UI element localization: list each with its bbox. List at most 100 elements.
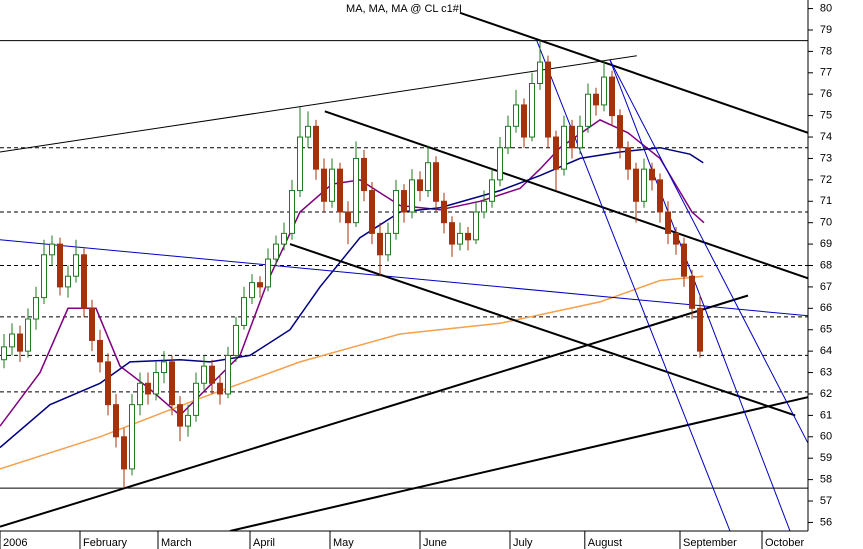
candle-body <box>393 190 399 234</box>
candle-body <box>633 168 639 202</box>
trend-line <box>0 239 808 317</box>
candle-body <box>73 254 79 277</box>
candle-body <box>657 179 663 213</box>
x-tick-label: October <box>765 537 804 549</box>
candle-body <box>33 297 39 320</box>
y-tick-label: 70 <box>820 217 832 229</box>
candle-body <box>9 333 15 348</box>
candle-body <box>153 372 159 395</box>
candle-body <box>513 104 519 127</box>
candle-body <box>281 232 287 245</box>
candle-body <box>609 76 615 117</box>
candle-body <box>265 258 271 288</box>
trend-line <box>609 59 808 444</box>
candle-body <box>473 211 479 241</box>
candle-body <box>17 333 23 352</box>
candle-body <box>641 168 647 202</box>
candle-body <box>145 382 151 395</box>
candle-body <box>41 254 47 299</box>
x-tick-label: April <box>253 537 275 549</box>
y-tick-label: 77 <box>820 67 832 79</box>
y-tick-label: 69 <box>820 238 832 250</box>
x-tick-label: September <box>683 537 737 549</box>
y-tick-label: 57 <box>820 495 832 507</box>
candle-body <box>697 307 703 352</box>
x-tick-label: May <box>333 537 354 549</box>
candle-body <box>169 361 175 406</box>
candle-body <box>137 382 143 406</box>
candle-body <box>361 157 367 192</box>
y-tick-label: 59 <box>820 452 832 464</box>
y-tick-label: 63 <box>820 366 832 378</box>
candle-body <box>193 382 199 416</box>
candle-body <box>425 162 431 192</box>
candle-body <box>329 168 335 202</box>
trend-line <box>324 110 808 280</box>
candle-body <box>257 282 263 288</box>
candle-body <box>129 404 135 470</box>
candle-body <box>433 162 439 202</box>
candle-body <box>273 243 279 260</box>
candle-body <box>521 104 527 138</box>
candle-body <box>377 232 383 256</box>
candle-body <box>241 297 247 326</box>
trend-line <box>229 396 808 531</box>
candle-body <box>305 125 311 138</box>
y-tick-label: 74 <box>820 131 832 143</box>
candle-body <box>401 190 407 213</box>
candle-body <box>497 147 503 181</box>
x-tick-label: August <box>588 537 622 549</box>
candle-body <box>57 243 63 288</box>
plot-area <box>0 11 808 531</box>
trend-line <box>459 11 808 134</box>
y-tick-label: 62 <box>820 388 832 400</box>
candle-body <box>689 275 695 309</box>
y-tick-label: 73 <box>820 152 832 164</box>
y-tick-label: 56 <box>820 516 832 528</box>
y-tick-label: 76 <box>820 88 832 100</box>
candle-body <box>649 168 655 181</box>
candle-body <box>385 232 391 256</box>
x-tick-label: 2006 <box>3 537 27 549</box>
x-tick-label: June <box>423 537 447 549</box>
candle-body <box>185 414 191 427</box>
candle-body <box>121 436 127 470</box>
candle-body <box>217 382 223 395</box>
candle-body <box>1 346 7 361</box>
candle-body <box>545 61 551 138</box>
candle-body <box>561 125 567 170</box>
candle-body <box>201 365 207 384</box>
candle-body <box>585 93 591 127</box>
chart-title: MA, MA, MA @ CL c1#I <box>346 3 462 15</box>
candle-body <box>209 365 215 384</box>
candle-body <box>577 125 583 149</box>
x-tick-label: February <box>83 537 128 549</box>
candle-body <box>665 211 671 234</box>
candle-body <box>225 354 231 395</box>
trend-line <box>536 40 731 531</box>
candle-body <box>465 232 471 241</box>
candle-body <box>321 168 327 202</box>
y-tick-label: 65 <box>820 324 832 336</box>
y-tick-label: 68 <box>820 259 832 271</box>
y-tick-label: 66 <box>820 302 832 314</box>
candle-body <box>233 324 239 356</box>
candle-body <box>25 318 31 352</box>
x-tick-label: March <box>161 537 192 549</box>
y-tick-label: 60 <box>820 431 832 443</box>
candle-body <box>113 404 119 438</box>
candle-body <box>345 211 351 224</box>
y-tick-label: 67 <box>820 281 832 293</box>
y-tick-label: 58 <box>820 474 832 486</box>
candle-body <box>489 179 495 202</box>
candle-body <box>553 136 559 170</box>
candle-body <box>337 168 343 213</box>
candle-body <box>681 243 687 277</box>
candle-body <box>481 200 487 213</box>
trend-line <box>0 294 749 528</box>
candle-body <box>617 115 623 149</box>
y-tick-label: 71 <box>820 195 832 207</box>
